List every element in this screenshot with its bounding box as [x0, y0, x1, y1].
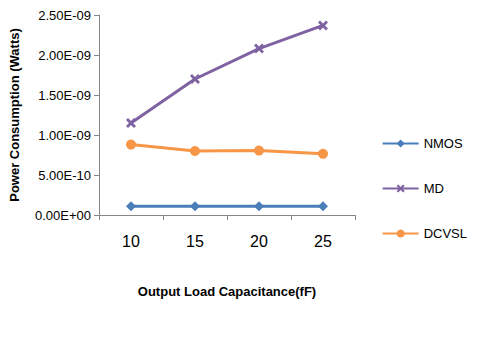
svg-text:Output Load Capacitance(fF): Output Load Capacitance(fF) — [138, 284, 316, 299]
svg-text:0.00E+00: 0.00E+00 — [35, 208, 91, 223]
svg-text:DCVSL: DCVSL — [424, 226, 467, 241]
svg-text:25: 25 — [314, 233, 332, 250]
svg-text:2.50E-09: 2.50E-09 — [38, 8, 91, 23]
svg-text:MD: MD — [424, 181, 444, 196]
svg-text:20: 20 — [250, 233, 268, 250]
svg-text:10: 10 — [122, 233, 140, 250]
svg-text:NMOS: NMOS — [424, 136, 463, 151]
svg-text:1.50E-09: 1.50E-09 — [38, 88, 91, 103]
svg-text:1.00E-09: 1.00E-09 — [38, 128, 91, 143]
svg-text:5.00E-10: 5.00E-10 — [38, 168, 91, 183]
svg-text:2.00E-09: 2.00E-09 — [38, 48, 91, 63]
svg-text:Power Consumption (Watts): Power Consumption (Watts) — [7, 28, 22, 202]
svg-text:15: 15 — [186, 233, 204, 250]
